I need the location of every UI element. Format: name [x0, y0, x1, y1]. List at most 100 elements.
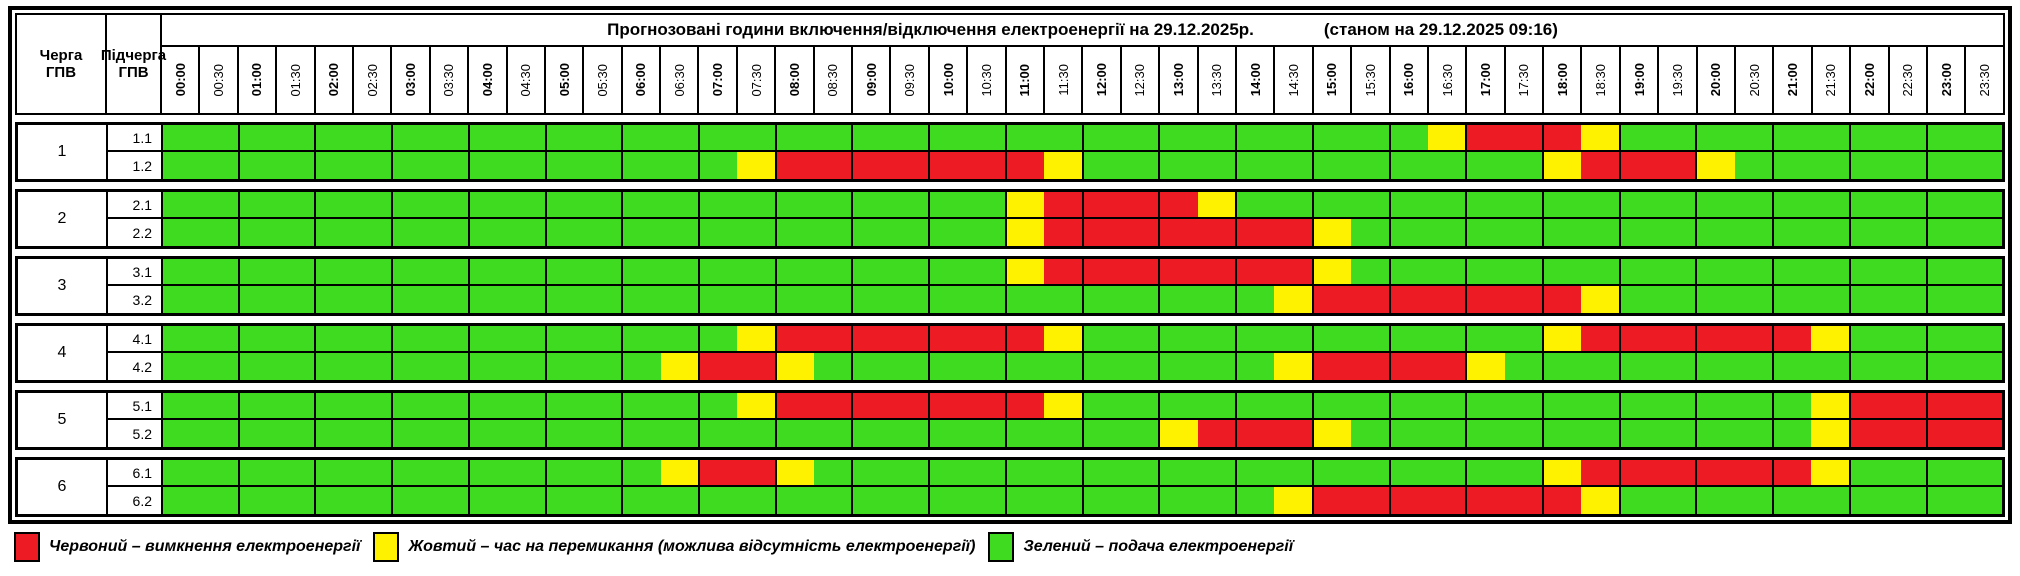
schedule-cell [237, 326, 278, 351]
schedule-row [163, 353, 2003, 380]
schedule-cell [1081, 460, 1121, 485]
schedule-cell [544, 393, 584, 418]
schedule-row [163, 487, 2003, 514]
schedule-cell [660, 286, 699, 313]
schedule-cell [1427, 192, 1466, 217]
schedule-cell [1772, 286, 1812, 313]
schedule-cell [814, 219, 852, 246]
schedule-cell [1541, 460, 1582, 485]
subqueue-label: 5.2 [108, 420, 163, 447]
schedule-cell [391, 487, 431, 514]
schedule-cell [200, 393, 238, 418]
time-label: 08:30 [825, 63, 841, 97]
subqueue-label: 1.2 [108, 152, 163, 179]
schedule-cell [967, 353, 1005, 380]
schedule-groups: 1 1.1 1.2 2 2.1 2.2 3 3.1 3.2 4 4.1 4.2 5 5.1 5.2 6 6.1 6… [15, 122, 2005, 517]
time-label: 23:00 [1938, 63, 1954, 97]
time-label: 23:30 [1977, 63, 1993, 97]
schedule-cell [1197, 326, 1236, 351]
schedule-cell [1197, 460, 1236, 485]
schedule-cell [314, 460, 354, 485]
schedule-cell [1235, 125, 1275, 150]
schedule-cell [928, 487, 968, 514]
schedule-cell [774, 353, 815, 380]
schedule-cell [1120, 192, 1159, 217]
schedule-row [163, 286, 2003, 313]
schedule-cell [1427, 326, 1466, 351]
schedule-cell [430, 219, 468, 246]
time-header-cell: 06:30 [659, 47, 697, 113]
schedule-cell [890, 487, 929, 514]
schedule-cell [1964, 152, 2003, 179]
schedule-cell [621, 259, 661, 284]
time-header-cell: 11:30 [1042, 47, 1081, 113]
schedule-cell [1465, 353, 1505, 380]
schedule-cell [1044, 259, 1082, 284]
schedule-cell [851, 420, 891, 447]
time-header-cell: 21:00 [1772, 47, 1810, 113]
schedule-cell [1772, 460, 1812, 485]
legend-item: Жовтий – час на перемикання (можлива від… [373, 532, 975, 562]
schedule-cell [277, 420, 315, 447]
time-label: 06:30 [671, 63, 687, 97]
schedule-cell [391, 219, 431, 246]
schedule-cell [851, 152, 891, 179]
schedule-cell [507, 286, 545, 313]
schedule-cell [583, 286, 622, 313]
schedule-cell [698, 460, 738, 485]
schedule-cell [660, 393, 699, 418]
schedule-cell [814, 460, 852, 485]
schedule-cell [851, 286, 891, 313]
schedule-cell [544, 460, 584, 485]
schedule-cell [583, 353, 622, 380]
schedule-cell [1081, 286, 1121, 313]
schedule-cell [928, 420, 968, 447]
schedule-cell [890, 353, 929, 380]
schedule-cell [1658, 393, 1696, 418]
schedule-cell [621, 353, 661, 380]
schedule-cell [1158, 125, 1198, 150]
schedule-cell [1004, 420, 1045, 447]
schedule-cell [353, 353, 392, 380]
schedule-cell [1811, 152, 1849, 179]
schedule-cell [1158, 192, 1198, 217]
schedule-cell [1158, 460, 1198, 485]
schedule-cell [1504, 460, 1542, 485]
time-header-cell: 10:00 [927, 47, 966, 113]
schedule-cell [237, 125, 278, 150]
schedule-cell [1964, 353, 2003, 380]
schedule-cell [1695, 393, 1735, 418]
schedule-cell [1581, 125, 1619, 150]
schedule-cell [1581, 192, 1619, 217]
schedule-cell [1235, 152, 1275, 179]
schedule-cell [1734, 460, 1773, 485]
schedule-row [163, 192, 2003, 219]
schedule-cell [1541, 487, 1582, 514]
schedule-cell [1888, 353, 1926, 380]
schedule-cell [1925, 326, 1965, 351]
schedule-cell [1964, 286, 2003, 313]
schedule-cell [851, 460, 891, 485]
schedule-cell [277, 192, 315, 217]
time-label: 03:30 [441, 63, 457, 97]
schedule-cell [967, 326, 1005, 351]
queue-group: 1 1.1 1.2 [15, 122, 2005, 182]
schedule-cell [967, 152, 1005, 179]
schedule-cell [1044, 393, 1082, 418]
schedule-cell [1695, 487, 1735, 514]
schedule-cell [1427, 353, 1466, 380]
schedule-cell [1235, 487, 1275, 514]
time-header-cell: 00:30 [198, 47, 236, 113]
schedule-cell [314, 420, 354, 447]
schedule-cell [237, 393, 278, 418]
schedule-cell [1618, 219, 1659, 246]
schedule-cell [314, 353, 354, 380]
schedule-cell [967, 286, 1005, 313]
schedule-cell [467, 286, 508, 313]
legend: Червоний – вимкнення електроенергії Жовти… [14, 532, 2020, 562]
schedule-cell [1235, 259, 1275, 284]
schedule-cell [1311, 420, 1352, 447]
schedule-cell [544, 487, 584, 514]
schedule-cell [430, 152, 468, 179]
schedule-cell [1274, 460, 1312, 485]
